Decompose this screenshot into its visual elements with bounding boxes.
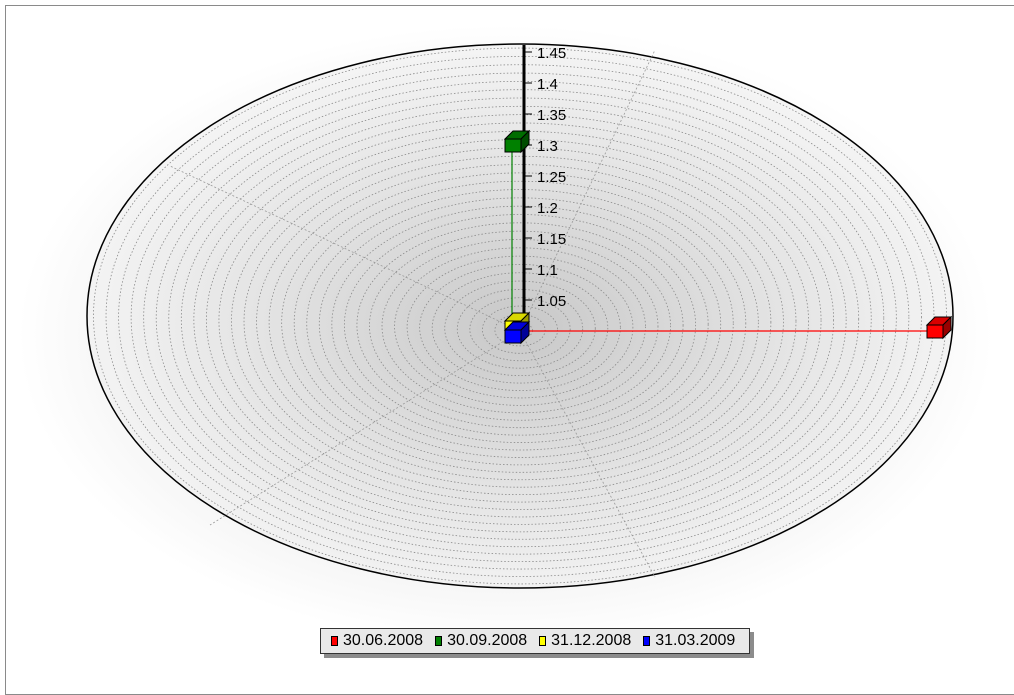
grid-spokes [169, 49, 656, 578]
grid-ring [406, 255, 634, 399]
legend-label: 31.03.2009 [655, 632, 736, 649]
grid-ring [369, 230, 671, 421]
grid-ring [444, 280, 596, 377]
grid-spoke [519, 330, 656, 578]
legend-item: 30.09.2008 [435, 632, 527, 650]
grid-ring [118, 64, 922, 570]
grid-ring [143, 80, 897, 555]
axis-tick-label: 1.25 [537, 169, 566, 186]
grid-ring [256, 155, 784, 488]
grid-ring [205, 122, 835, 518]
axis-tick-label: 1.05 [537, 293, 566, 310]
axis-tick-label: 1.1 [537, 262, 558, 279]
axis-tick-label: 1.45 [537, 45, 566, 62]
legend-item: 31.12.2008 [539, 632, 631, 650]
grid-ring [306, 189, 734, 458]
grid-spoke [209, 330, 521, 526]
legend-swatch [643, 636, 651, 646]
legend-label: 31.12.2008 [551, 632, 632, 649]
grid-ring [168, 97, 872, 540]
data-markers [503, 129, 953, 345]
legend-label: 30.09.2008 [447, 632, 528, 649]
grid-ring [281, 172, 759, 473]
grid-ring [93, 47, 947, 585]
grid-ring [469, 297, 571, 362]
axis-tick-label: 1.4 [537, 76, 558, 93]
grid-ring [130, 72, 910, 563]
grid-ring [394, 247, 646, 406]
grid-ring [381, 239, 659, 414]
data-marker [503, 129, 531, 154]
radar-chart: 1.05 1.1 1.15 1.2 1.25 1.3 1.35 1.4 1.45 [18, 25, 993, 645]
legend-item: 30.06.2008 [331, 632, 423, 650]
grid-ring [105, 56, 935, 577]
data-marker [925, 315, 953, 340]
grid-rings [93, 47, 947, 585]
grid-ring [494, 313, 546, 347]
grid-ring [456, 288, 584, 369]
axis-tick-label: 1.35 [537, 107, 566, 124]
grid-ring [293, 180, 747, 466]
legend-label: 30.06.2008 [343, 632, 424, 649]
grid-spoke [169, 165, 521, 332]
legend-swatch [435, 636, 443, 646]
legend: 30.06.2008 30.09.2008 31.12.2008 31.03.2009 [320, 628, 751, 654]
grid-ring [419, 264, 621, 391]
legend-swatch [331, 636, 338, 646]
grid-ring [155, 89, 885, 548]
grid-ring [356, 222, 684, 429]
axis-tick-label: 1.3 [537, 138, 558, 155]
grid-ring [431, 272, 609, 384]
value-lines [511, 145, 935, 332]
grid-ring [318, 197, 722, 451]
grid-ring [180, 105, 860, 533]
grid-ring [481, 305, 559, 354]
axis-tick-label: 1.2 [537, 200, 558, 217]
legend-swatch [539, 636, 547, 646]
grid-ring [268, 164, 772, 481]
axis-tick-label: 1.15 [537, 231, 566, 248]
radial-axis: 1.05 1.1 1.15 1.2 1.25 1.3 1.35 1.4 1.45 [522, 45, 566, 331]
grid-ring [343, 214, 697, 436]
legend-item: 31.03.2009 [643, 632, 735, 650]
grid-ring [331, 205, 709, 443]
data-marker [503, 320, 531, 345]
grid-ring [193, 114, 847, 525]
